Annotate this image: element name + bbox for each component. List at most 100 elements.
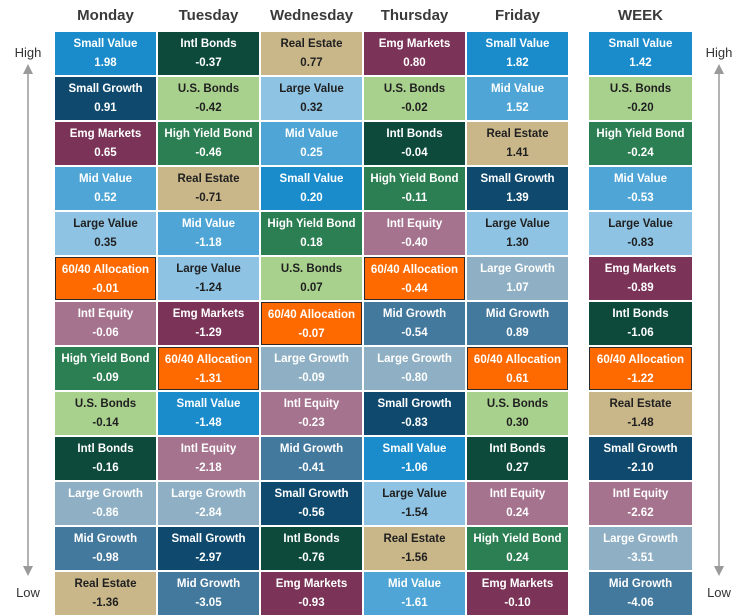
asset-return-value: 0.24 (506, 552, 529, 564)
asset-tile: Mid Growth -3.05 (158, 572, 259, 615)
asset-tile: Intl Equity -0.23 (261, 392, 362, 435)
asset-tile: Small Value 0.20 (261, 167, 362, 210)
asset-return-value: -2.62 (627, 507, 654, 519)
asset-return-value: -0.04 (401, 147, 428, 159)
asset-name: Real Estate (383, 533, 446, 545)
asset-return-value: -0.86 (92, 507, 119, 519)
asset-name: U.S. Bonds (280, 263, 343, 275)
asset-tile: Mid Value -0.53 (589, 167, 692, 210)
asset-return-value: -0.98 (92, 552, 119, 564)
asset-name: Mid Value (490, 83, 545, 95)
asset-tile: Intl Bonds 0.27 (467, 437, 568, 480)
asset-tile: Small Growth -0.83 (364, 392, 465, 435)
asset-name: Emg Markets (378, 38, 451, 50)
asset-tile: High Yield Bond -0.46 (158, 122, 259, 165)
low-label-left: Low (16, 585, 40, 600)
asset-name: Small Value (382, 443, 447, 455)
asset-tile: Intl Bonds -0.76 (261, 527, 362, 570)
asset-return-value: -0.07 (298, 328, 325, 340)
asset-return-value: 1.52 (506, 102, 529, 114)
asset-tile: Large Growth -0.86 (55, 482, 156, 525)
asset-tile: High Yield Bond -0.24 (589, 122, 692, 165)
asset-return-value: -0.53 (627, 192, 654, 204)
asset-return-value: -1.36 (92, 597, 119, 609)
asset-tile: Large Growth 1.07 (467, 257, 568, 300)
asset-tile: 60/40 Allocation -1.22 (589, 347, 692, 390)
asset-tile: Small Value 1.98 (55, 32, 156, 75)
asset-tile: High Yield Bond 0.18 (261, 212, 362, 255)
asset-tile: U.S. Bonds -0.20 (589, 77, 692, 120)
asset-tile: Real Estate 1.41 (467, 122, 568, 165)
asset-return-value: -0.09 (92, 372, 119, 384)
asset-name: Real Estate (486, 128, 549, 140)
asset-tile: Large Value 1.30 (467, 212, 568, 255)
asset-return-value: 1.42 (629, 57, 652, 69)
asset-name: High Yield Bond (267, 218, 356, 230)
asset-tile: Mid Value -1.61 (364, 572, 465, 615)
asset-tile: Small Growth -2.10 (589, 437, 692, 480)
asset-name: Intl Equity (180, 443, 237, 455)
asset-tile: Emg Markets -0.93 (261, 572, 362, 615)
asset-return-value: -0.83 (401, 417, 428, 429)
asset-name: High Yield Bond (164, 128, 253, 140)
asset-name: Real Estate (177, 173, 240, 185)
asset-name: Mid Value (613, 173, 668, 185)
asset-name: Large Value (176, 263, 241, 275)
asset-return-value: -1.61 (401, 597, 428, 609)
asset-tile: Intl Bonds -0.16 (55, 437, 156, 480)
asset-tile: U.S. Bonds 0.30 (467, 392, 568, 435)
asset-name: 60/40 Allocation (370, 264, 459, 276)
low-label-right: Low (707, 585, 731, 600)
asset-name: Emg Markets (604, 263, 677, 275)
asset-name: Large Value (485, 218, 550, 230)
asset-tile: Mid Value 1.52 (467, 77, 568, 120)
asset-tile: Real Estate -1.56 (364, 527, 465, 570)
asset-tile: Real Estate -0.71 (158, 167, 259, 210)
asset-tile: Small Growth -0.56 (261, 482, 362, 525)
asset-tile: Intl Bonds -0.37 (158, 32, 259, 75)
asset-return-value: -1.22 (627, 373, 654, 385)
asset-name: Mid Growth (382, 308, 447, 320)
asset-name: Intl Bonds (489, 443, 546, 455)
asset-name: Small Value (608, 38, 673, 50)
asset-name: Intl Bonds (180, 38, 237, 50)
asset-name: Real Estate (280, 38, 343, 50)
asset-tile: Large Value 0.35 (55, 212, 156, 255)
asset-return-value: -1.18 (195, 237, 222, 249)
asset-tile: Small Value 1.42 (589, 32, 692, 75)
asset-name: Small Value (279, 173, 344, 185)
asset-tile: Intl Equity 0.24 (467, 482, 568, 525)
asset-name: Emg Markets (275, 578, 348, 590)
asset-return-value: -0.71 (195, 192, 222, 204)
asset-name: Small Value (73, 38, 138, 50)
asset-tile: U.S. Bonds -0.14 (55, 392, 156, 435)
asset-return-value: -1.06 (627, 327, 654, 339)
asset-return-value: -2.97 (195, 552, 222, 564)
asset-tile: 60/40 Allocation 0.61 (467, 347, 568, 390)
asset-return-value: 0.35 (94, 237, 117, 249)
asset-name: Large Growth (68, 488, 143, 500)
asset-tile: Small Growth -2.97 (158, 527, 259, 570)
asset-name: Small Value (176, 398, 241, 410)
column-header: Friday (494, 7, 540, 24)
asset-return-value: 0.30 (506, 417, 529, 429)
asset-return-value: 0.07 (300, 282, 323, 294)
high-label-right: High (705, 45, 733, 60)
asset-name: High Yield Bond (61, 353, 150, 365)
asset-name: Large Growth (603, 533, 678, 545)
asset-tile: Small Growth 1.39 (467, 167, 568, 210)
asset-tile: Large Growth -2.84 (158, 482, 259, 525)
asset-name: Large Value (608, 218, 673, 230)
asset-return-value: -3.05 (195, 597, 222, 609)
asset-return-value: -1.31 (195, 373, 222, 385)
asset-return-value: 0.91 (94, 102, 117, 114)
asset-return-value: 0.20 (300, 192, 323, 204)
asset-tile: High Yield Bond 0.24 (467, 527, 568, 570)
asset-tile: Intl Bonds -0.04 (364, 122, 465, 165)
asset-tile: Real Estate 0.77 (261, 32, 362, 75)
asset-return-value: -2.18 (195, 462, 222, 474)
asset-name: Mid Value (284, 128, 339, 140)
asset-tile: Small Value 1.82 (467, 32, 568, 75)
asset-name: 60/40 Allocation (164, 354, 253, 366)
asset-tile: Emg Markets -0.89 (589, 257, 692, 300)
